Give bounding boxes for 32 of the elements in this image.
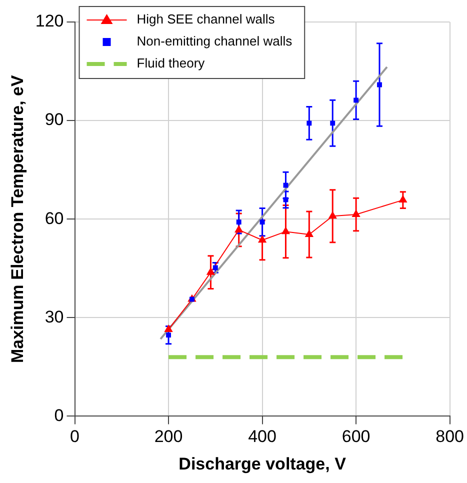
point [281, 226, 290, 234]
y-tick-label: 60 [44, 208, 64, 228]
point [206, 267, 216, 275]
y-axis-title: Maximum Electron Temperature, eV [8, 74, 27, 364]
point [352, 210, 360, 217]
point [258, 235, 267, 243]
y-tick-label: 120 [35, 12, 64, 31]
x-tick-label: 200 [154, 427, 183, 446]
legend-label: High SEE channel walls [136, 12, 276, 27]
point [283, 197, 288, 202]
point [166, 332, 171, 338]
point [164, 324, 173, 332]
point [354, 98, 359, 103]
x-tick-label: 800 [436, 427, 464, 446]
y-tick-label: 0 [54, 406, 64, 425]
y-tick-label: 30 [44, 307, 64, 326]
y-tick-label: 90 [44, 110, 64, 130]
legend-label: Fluid theory [136, 56, 206, 71]
point [306, 120, 312, 126]
point [377, 82, 382, 88]
point [304, 230, 314, 238]
point [398, 195, 408, 203]
point [234, 224, 244, 232]
point [330, 120, 336, 126]
point [236, 220, 242, 225]
point [328, 211, 337, 219]
x-axis-title: Discharge voltage, V [178, 454, 347, 474]
x-tick-label: 600 [342, 427, 370, 446]
x-tick-label: 0 [70, 427, 80, 446]
point [260, 220, 265, 225]
x-tick-label: 400 [248, 427, 276, 446]
legend-label: Non-emitting channel walls [136, 34, 293, 49]
